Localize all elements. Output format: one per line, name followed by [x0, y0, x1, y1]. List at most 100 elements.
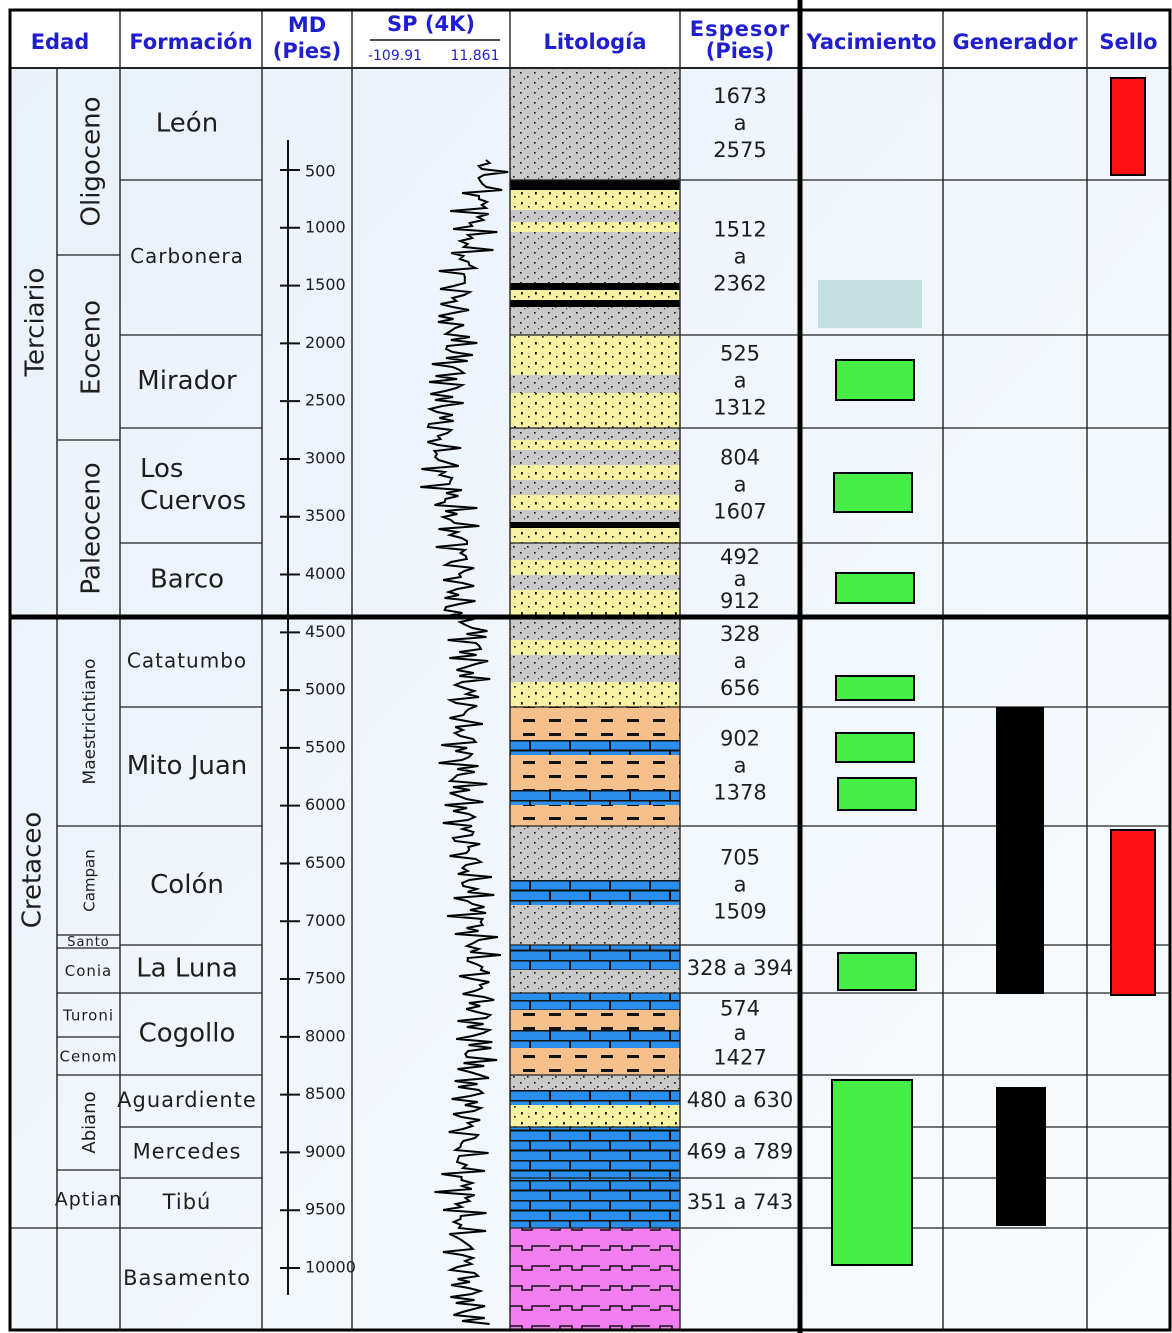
lithology-layer [510, 543, 680, 560]
thickness: 705 [720, 846, 760, 870]
lithology-layer [510, 290, 680, 300]
lithology-layer [510, 283, 680, 290]
thickness: a [734, 473, 747, 497]
lithology-layer [510, 740, 680, 755]
thickness: a [734, 567, 747, 591]
thickness: 1509 [713, 900, 766, 924]
lithology-layer [510, 880, 680, 905]
lithology-layer [510, 655, 680, 682]
reservoir-box [836, 733, 914, 762]
thickness: a [734, 873, 747, 897]
formation-name: Mirador [137, 366, 237, 396]
header-sp: SP (4K) [387, 12, 475, 36]
thickness: 804 [720, 446, 760, 470]
thickness: a [734, 369, 747, 393]
thickness: 351 a 743 [687, 1190, 793, 1214]
thickness: 902 [720, 727, 760, 751]
lithology-layer [510, 180, 680, 190]
lithology-layer [510, 190, 680, 210]
epoch-label: Abiano [79, 1091, 100, 1153]
formation-name: Los [140, 454, 183, 484]
formation-name: La Luna [136, 954, 238, 984]
md-tick-label: 9000 [305, 1142, 346, 1161]
formation-name: Barco [150, 565, 224, 595]
lithology-layer [510, 393, 680, 428]
formation-name: Aguardiente [117, 1088, 257, 1112]
md-tick-label: 9500 [305, 1200, 346, 1219]
formation-name: Catatumbo [127, 649, 247, 673]
thickness: 328 a 394 [687, 956, 793, 980]
header-edad: Edad [31, 30, 90, 54]
md-tick-label: 7500 [305, 969, 346, 988]
epoch-label: Oligoceno [77, 97, 107, 227]
lithology-layer [510, 707, 680, 740]
lithology-layer [510, 440, 680, 450]
thickness: 1427 [713, 1046, 766, 1070]
formation-name: León [156, 109, 218, 139]
md-tick-label: 6000 [305, 795, 346, 814]
thickness: a [734, 245, 747, 269]
thickness: 1512 [713, 218, 766, 242]
thickness: 328 [720, 622, 760, 646]
lithology-layer [510, 68, 680, 180]
lithology-layer [510, 560, 680, 575]
lithology-layer [510, 640, 680, 655]
lithology-layer [510, 222, 680, 232]
epoch-label: Cenom [60, 1048, 118, 1066]
era-label: Cretaceo [18, 812, 48, 929]
header-md-unit: (Pies) [273, 39, 342, 63]
reservoir-box [832, 1080, 912, 1265]
lithology-layer [510, 755, 680, 790]
header-generador: Generador [952, 30, 1078, 54]
md-tick-label: 2000 [305, 333, 346, 352]
lithology-layer [510, 1105, 680, 1127]
formation-name: Cuervos [140, 486, 246, 516]
source-rock-bar [997, 1088, 1045, 1225]
thickness: 2575 [713, 138, 766, 162]
reservoir-box [836, 676, 914, 700]
epoch-label: Paleoceno [77, 462, 107, 594]
lithology-layer [510, 905, 680, 945]
thickness: a [734, 649, 747, 673]
seal-bar [1111, 830, 1155, 995]
lithology-layer [510, 945, 680, 970]
lithology-layer [510, 1228, 680, 1330]
md-tick-label: 8000 [305, 1026, 346, 1045]
lithology-layer [510, 790, 680, 805]
header-litologia: Litología [543, 30, 646, 54]
lithology-layer [510, 450, 680, 465]
lithology-layer [510, 428, 680, 440]
thickness: a [734, 111, 747, 135]
epoch-label: Turoni [62, 1007, 114, 1025]
lithology-layer [510, 300, 680, 307]
thickness: 480 a 630 [687, 1088, 793, 1112]
thickness: 1607 [713, 500, 766, 524]
lithology-layer [510, 1090, 680, 1105]
reservoir-box [834, 473, 912, 512]
epoch-label: Maestrichtiano [80, 659, 100, 785]
lithology-layer [510, 375, 680, 393]
thickness: 912 [720, 589, 760, 613]
md-tick-label: 4000 [305, 564, 346, 583]
lithology-layer [510, 575, 680, 590]
thickness: 492 [720, 545, 760, 569]
formation-name: Cogollo [139, 1019, 236, 1049]
header-yacimiento: Yacimiento [806, 30, 937, 54]
formation-name: Colón [150, 870, 224, 900]
md-tick-label: 3000 [305, 448, 346, 467]
lithology-layer [510, 495, 680, 510]
md-tick-label: 3500 [305, 506, 346, 525]
thickness: 574 [720, 996, 760, 1020]
epoch-label: Eoceno [77, 300, 107, 395]
md-tick-label: 2500 [305, 391, 346, 410]
lithology-layer [510, 528, 680, 543]
thickness: a [734, 1021, 747, 1045]
thickness: 656 [720, 676, 760, 700]
thickness: a [734, 754, 747, 778]
lithology-layer [510, 335, 680, 375]
lithology-layer [510, 232, 680, 283]
formation-name: Tibú [162, 1190, 212, 1214]
lithology-layer [510, 522, 680, 528]
header-md: MD [288, 13, 326, 37]
md-tick-label: 500 [305, 162, 336, 181]
